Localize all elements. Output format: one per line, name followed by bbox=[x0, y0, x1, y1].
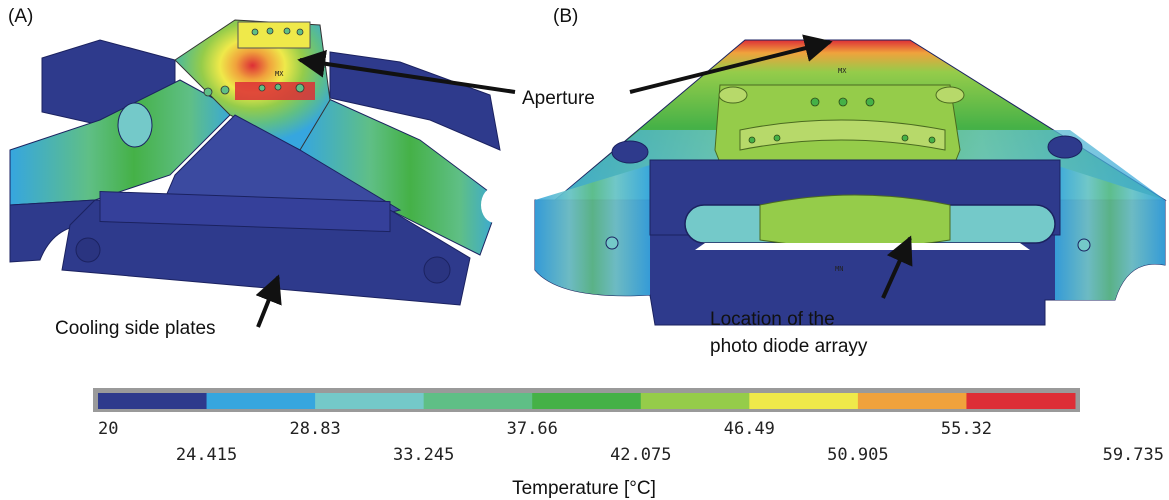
inner-mount-holes bbox=[748, 97, 936, 144]
front-block-right-face bbox=[1055, 165, 1165, 300]
colorbar-swatch-4 bbox=[423, 393, 533, 409]
location-label-line2: photo diode arrayy bbox=[710, 336, 868, 357]
panel-a-model: MX bbox=[9, 19, 509, 306]
colorbar-ticks-upper: 20 28.83 37.66 46.49 55.32 bbox=[98, 419, 992, 439]
colorbar-tick-label: 46.49 bbox=[724, 419, 775, 439]
colorbar-swatch-7 bbox=[749, 393, 859, 409]
corner-post-right bbox=[935, 86, 965, 104]
colorbar-tick-label: 37.66 bbox=[507, 419, 558, 439]
arrow-aperture-b bbox=[629, 34, 833, 94]
arrow-cooling bbox=[255, 274, 282, 328]
mount-hole-right bbox=[423, 256, 451, 284]
mx-marker-a: MX bbox=[275, 70, 284, 78]
colorbar-swatch-1 bbox=[98, 393, 208, 409]
colorbar-tick-label: 33.245 bbox=[393, 445, 454, 465]
right-notch bbox=[481, 187, 509, 223]
aperture-label: Aperture bbox=[522, 88, 595, 109]
mount-hole-left bbox=[75, 237, 101, 263]
colorbar: 20 28.83 37.66 46.49 55.32 24.415 33.245 42.07… bbox=[93, 388, 1164, 499]
colorbar-title: Temperature [°C] bbox=[512, 478, 656, 499]
colorbar-swatch-2 bbox=[206, 393, 316, 409]
colorbar-tick-label: 55.32 bbox=[941, 419, 992, 439]
front-hole-right bbox=[1077, 238, 1091, 252]
front-block-left-face bbox=[535, 165, 650, 296]
colorbar-tick-label: 20 bbox=[98, 419, 118, 439]
cooling-plate-rib bbox=[99, 190, 391, 233]
aperture-slot bbox=[237, 21, 311, 49]
arrow-location bbox=[881, 235, 913, 299]
mn-marker-b: MN bbox=[835, 265, 843, 273]
panel-label-a: (A) bbox=[8, 6, 33, 27]
front-hole-left bbox=[605, 236, 619, 250]
colorbar-tick-label: 24.415 bbox=[176, 445, 237, 465]
corner-post-left bbox=[718, 86, 748, 104]
colorbar-swatch-8 bbox=[857, 393, 967, 409]
colorbar-tick-label: 50.905 bbox=[827, 445, 888, 465]
panel-b-model: MX MN bbox=[534, 39, 1167, 326]
cooling-label: Cooling side plates bbox=[55, 318, 216, 339]
slot-white-gap bbox=[695, 243, 1030, 250]
side-window bbox=[117, 102, 153, 148]
top-hole-left bbox=[611, 140, 649, 164]
top-hole-right bbox=[1047, 135, 1083, 159]
aperture-holes bbox=[203, 27, 305, 97]
colorbar-tick-label: 28.83 bbox=[290, 419, 341, 439]
colorbar-swatch-9 bbox=[966, 393, 1076, 409]
slot-heat-region bbox=[759, 194, 951, 248]
inner-mount-arc bbox=[739, 119, 946, 151]
colorbar-swatches bbox=[98, 393, 1076, 409]
colorbar-tick-label: 59.735 bbox=[1103, 445, 1164, 465]
colorbar-swatch-6 bbox=[640, 393, 750, 409]
colorbar-ticks-lower: 24.415 33.245 42.075 50.905 59.735 bbox=[176, 445, 1164, 465]
hot-spot bbox=[235, 82, 315, 100]
arrow-aperture-a bbox=[297, 49, 516, 94]
location-label-line1: Location of the bbox=[710, 309, 835, 330]
colorbar-swatch-5 bbox=[532, 393, 642, 409]
mx-marker-b: MX bbox=[838, 67, 847, 75]
colorbar-swatch-3 bbox=[315, 393, 425, 409]
colorbar-tick-label: 42.075 bbox=[610, 445, 671, 465]
panel-label-b: (B) bbox=[553, 6, 578, 27]
